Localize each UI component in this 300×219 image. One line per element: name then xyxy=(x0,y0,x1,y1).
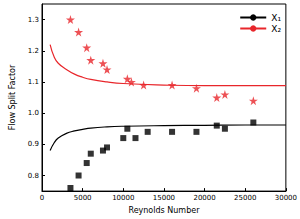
svg-text:0: 0 xyxy=(40,194,44,202)
svg-text:1.1: 1.1 xyxy=(28,78,39,86)
svg-text:X₁: X₁ xyxy=(271,13,281,23)
svg-text:30000: 30000 xyxy=(275,194,297,202)
svg-text:1.3: 1.3 xyxy=(28,16,39,24)
svg-text:5000: 5000 xyxy=(74,194,92,202)
svg-text:Flow Split Factor: Flow Split Factor xyxy=(8,64,17,130)
svg-text:10000: 10000 xyxy=(112,194,134,202)
svg-text:X₂: X₂ xyxy=(271,24,281,34)
svg-text:20000: 20000 xyxy=(193,194,215,202)
svg-text:Reynolds Number: Reynolds Number xyxy=(128,206,200,215)
svg-text:25000: 25000 xyxy=(234,194,256,202)
svg-text:15000: 15000 xyxy=(153,194,175,202)
svg-text:0.9: 0.9 xyxy=(28,140,39,148)
svg-text:1.2: 1.2 xyxy=(28,47,39,55)
svg-text:0.8: 0.8 xyxy=(28,172,39,180)
svg-text:1.0: 1.0 xyxy=(28,109,39,117)
